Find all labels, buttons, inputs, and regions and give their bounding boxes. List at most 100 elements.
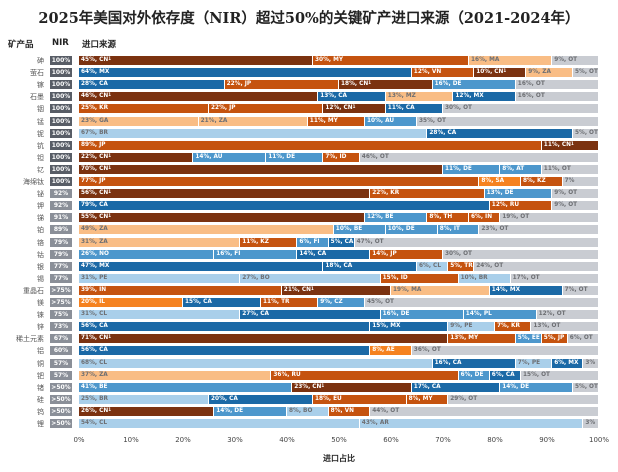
bar-segment: 26%, NO	[79, 249, 215, 259]
bar-segment: 12%, CN1	[323, 104, 386, 114]
mineral-label: 砷	[37, 57, 44, 65]
bar-segment: 22%, JP	[224, 80, 339, 90]
bar-segment: 16%, OT	[515, 92, 599, 102]
bar-segment: 11%, KZ	[240, 237, 298, 247]
bar-segment: 13%, MY	[448, 334, 516, 344]
bar-segment: 8%, VN	[328, 406, 371, 416]
bar-segment: 44%, OT	[370, 406, 599, 416]
bar-segment: 8%, MY	[406, 394, 449, 404]
bar-segment: 31%, PE	[79, 273, 241, 283]
bar-segment: 7%, PE	[515, 358, 553, 368]
bar-segment: 77%, JP	[79, 177, 480, 186]
mineral-label: 锑	[37, 214, 44, 223]
x-tick-label: 70%	[435, 436, 451, 444]
bar-segment: 14%, CA	[297, 249, 371, 259]
x-tick-label: 100%	[588, 436, 610, 444]
mineral-label: 镁	[37, 299, 44, 307]
bar-segment: 71%, CN1	[79, 334, 449, 344]
bar-segment: 41%, BE	[79, 382, 293, 392]
mineral-label: 铬	[37, 238, 44, 247]
x-tick-label: 10%	[123, 436, 139, 444]
bar-segment: 17%, CA	[411, 382, 501, 392]
bar-segment: 6%, CA	[489, 370, 521, 380]
bar-segment: 16%, CA	[432, 358, 516, 368]
bar-segment: 21%, ZA	[198, 116, 308, 126]
bar-segment: 10%, BR	[458, 273, 511, 283]
bar-segment: 45%, OT	[365, 298, 599, 307]
bar-segment: 30%, OT	[443, 104, 599, 114]
bar-segment: 11%, CA	[385, 104, 443, 114]
nir-badge: >75%	[50, 285, 72, 295]
nir-badge: 57%	[50, 358, 72, 368]
bar-segment: 5%, OT	[573, 382, 599, 392]
nir-badge: >50%	[50, 406, 72, 416]
nir-badge: 57%	[50, 370, 72, 380]
nir-badge: >50%	[50, 394, 72, 404]
nir-badge: 100%	[50, 152, 72, 162]
x-tick-label: 40%	[279, 436, 295, 444]
bar-segment: 8%, AE	[370, 346, 412, 356]
bar-segment: 15%, MX	[370, 322, 449, 332]
bar-segment: 14%, DE	[500, 382, 573, 392]
mineral-label: 铋	[37, 190, 44, 199]
bar-segment: 5%, JP	[541, 334, 568, 344]
bar-segment: 6%, FI	[297, 237, 329, 247]
mineral-label: 铟	[37, 105, 44, 114]
bar-segment: 10%, CN1	[474, 68, 527, 78]
mineral-label: 锡	[37, 274, 44, 283]
bar-segment: 47%, MX	[79, 261, 324, 271]
bar-segment: 13%, MZ	[385, 92, 454, 102]
nir-badge: 100%	[50, 140, 72, 150]
bar-segment: 11%, MY	[307, 116, 365, 126]
bar-segment: 23%, GA	[79, 116, 199, 126]
bar-segment: 8%, TH	[427, 213, 469, 223]
header-mineral: 矿产品	[8, 40, 34, 50]
bar-segment: 19%, MA	[391, 285, 490, 295]
bar-segment: 70%, CN1	[79, 164, 443, 174]
x-tick-label: 90%	[539, 436, 555, 444]
bar-segment: 6%, CL	[417, 261, 449, 271]
bar-segment: 8%, SA	[479, 177, 521, 186]
nir-badge: 67%	[50, 334, 72, 344]
bar-segment: 5%, OT	[573, 68, 599, 78]
bar-segment: 8%, AT	[500, 164, 542, 174]
bar-segment: 37%, ZA	[79, 370, 272, 380]
bar-segment: 16%, DE	[432, 80, 516, 90]
bar-segment: 6%, MX	[552, 358, 584, 368]
nir-badge: 75%	[50, 310, 72, 320]
mineral-label: 钴	[37, 250, 44, 259]
bar-segment: 39%, IN	[79, 285, 282, 295]
mineral-label: 铂	[37, 226, 44, 235]
nir-badge: 77%	[50, 261, 72, 271]
bar-segment: 9%, OT	[552, 56, 599, 65]
nir-badge: 73%	[50, 322, 72, 332]
mineral-label: 锗	[37, 383, 44, 392]
nir-badge: 100%	[50, 177, 72, 186]
bar-segment: 56%, CN1	[79, 189, 371, 199]
bar-segment: 11%, DE	[443, 164, 501, 174]
bar-segment: 13%, CA	[318, 92, 386, 102]
bar-segment: 8%, IT	[437, 225, 480, 235]
header-nir: NIR	[52, 38, 69, 48]
header-sources: 进口来源	[82, 40, 117, 50]
bar-segment: 18%, CA	[323, 261, 417, 271]
bar-segment: 3%	[583, 419, 599, 428]
x-tick-label: 20%	[175, 436, 191, 444]
nir-badge: 77%	[50, 273, 72, 283]
bar-segment: 14%, AU	[193, 152, 267, 162]
bar-segment: 9%, PE	[448, 322, 495, 332]
nir-badge: 79%	[50, 249, 72, 259]
bar-segment: 67%, BR	[79, 128, 428, 138]
bar-segment: 36%, OT	[411, 346, 599, 356]
bar-segment: 22%, KR	[370, 189, 485, 199]
nir-badge: 100%	[50, 104, 72, 114]
bar-segment: 21%, CN1	[281, 285, 391, 295]
mineral-label: 锌	[37, 323, 44, 332]
bar-segment: 6%, OT	[567, 334, 599, 344]
mineral-label: 锰	[37, 117, 44, 126]
bar-segment: 23%, OT	[479, 225, 599, 235]
bar-segment: 14%, DE	[214, 406, 287, 416]
mineral-label: 银	[37, 262, 44, 271]
bar-segment: 14%, JP	[370, 249, 443, 259]
bar-segment: 68%, CL	[79, 358, 433, 368]
